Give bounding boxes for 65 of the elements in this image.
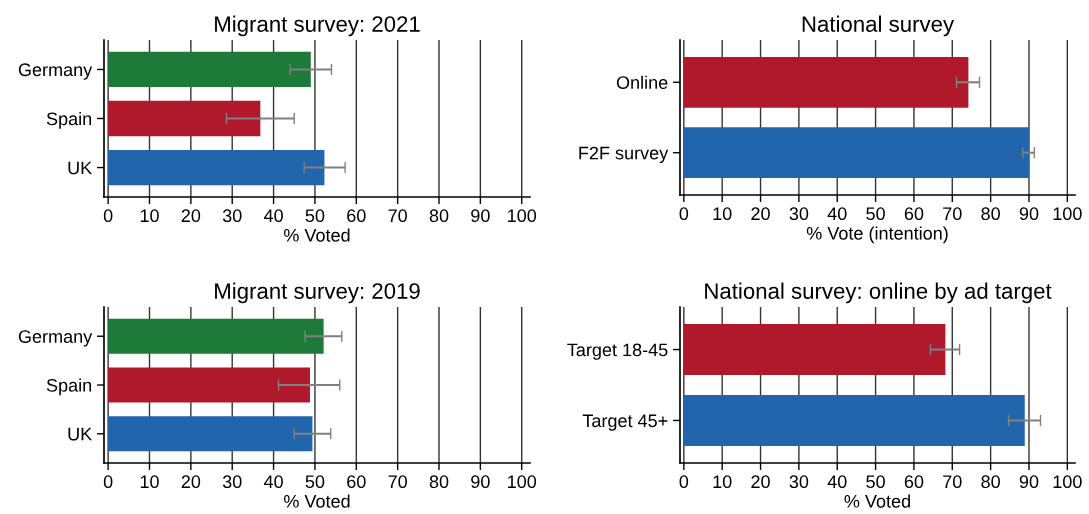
x-tick-label: 40 <box>263 475 283 489</box>
x-tick-label: 70 <box>943 207 962 221</box>
x-tick-label: 10 <box>140 209 159 223</box>
x-tick-label: 40 <box>827 207 847 221</box>
y-tick-label: F2F survey <box>579 146 669 164</box>
chart-title: National survey <box>802 15 955 37</box>
x-tick-label: 100 <box>508 209 537 223</box>
x-tick-label: 60 <box>347 209 366 223</box>
x-tick-label: 90 <box>471 209 490 223</box>
y-tick-label: Spain <box>46 378 92 396</box>
chart-title: Migrant survey: 2021 <box>215 15 420 37</box>
x-tick-label: 100 <box>1053 207 1082 221</box>
x-tick-label: 90 <box>1019 207 1039 221</box>
x-tick-label: 0 <box>103 475 113 489</box>
y-tick-label: Online <box>616 75 668 89</box>
bar <box>108 51 311 88</box>
x-tick-label: 20 <box>181 209 201 223</box>
x-tick-label: 70 <box>388 475 407 489</box>
x-tick-label: 30 <box>789 475 809 489</box>
x-axis-title: % Voted <box>284 228 350 242</box>
y-tick-label: UK <box>68 161 92 175</box>
x-tick-label: 80 <box>981 475 1000 489</box>
x-tick-label: 60 <box>904 207 924 221</box>
x-tick-label: 50 <box>305 475 325 489</box>
x-tick-label: 40 <box>263 209 283 223</box>
x-tick-label: 0 <box>679 207 689 221</box>
x-tick-label: 40 <box>827 475 847 489</box>
y-tick-label: Target 45+ <box>582 414 668 431</box>
x-tick-label: 30 <box>222 209 242 223</box>
x-tick-label: 50 <box>866 207 885 221</box>
x-axis-title: % Voted <box>844 494 910 508</box>
x-tick-label: 20 <box>181 475 201 489</box>
x-tick-label: 0 <box>679 475 689 489</box>
y-tick-label: Germany <box>18 330 93 347</box>
x-tick-label: 20 <box>751 207 770 221</box>
x-tick-label: 50 <box>866 475 885 489</box>
x-tick-label: 0 <box>103 209 113 223</box>
x-tick-label: 80 <box>981 207 1000 221</box>
x-tick-label: 20 <box>751 475 770 489</box>
x-tick-label: 60 <box>347 475 366 489</box>
x-tick-label: 80 <box>429 475 449 489</box>
x-tick-label: 10 <box>140 475 159 489</box>
y-tick-label: Spain <box>46 111 92 129</box>
x-tick-label: 90 <box>471 475 490 489</box>
x-axis-title: % Vote (intention) <box>806 226 948 244</box>
x-axis-title: % Voted <box>284 494 350 508</box>
bar <box>108 149 325 186</box>
x-tick-label: 100 <box>508 475 537 489</box>
x-tick-label: 100 <box>1053 475 1082 489</box>
x-tick-label: 70 <box>388 209 407 223</box>
x-tick-label: 30 <box>789 207 809 221</box>
y-tick-label: Germany <box>18 63 93 80</box>
x-tick-label: 90 <box>1019 475 1039 489</box>
x-tick-label: 80 <box>429 209 449 223</box>
x-tick-label: 10 <box>713 475 732 489</box>
x-tick-label: 50 <box>305 209 325 223</box>
x-tick-label: 60 <box>904 475 924 489</box>
x-tick-label: 10 <box>713 207 732 221</box>
x-tick-label: 30 <box>222 475 242 489</box>
bar <box>108 100 261 137</box>
chart-title: National survey: online by ad target <box>705 282 1052 304</box>
y-tick-label: UK <box>68 427 92 441</box>
x-tick-label: 70 <box>943 475 962 489</box>
y-tick-label: Target 18-45 <box>567 343 668 360</box>
chart-title: Migrant survey: 2019 <box>215 282 420 304</box>
